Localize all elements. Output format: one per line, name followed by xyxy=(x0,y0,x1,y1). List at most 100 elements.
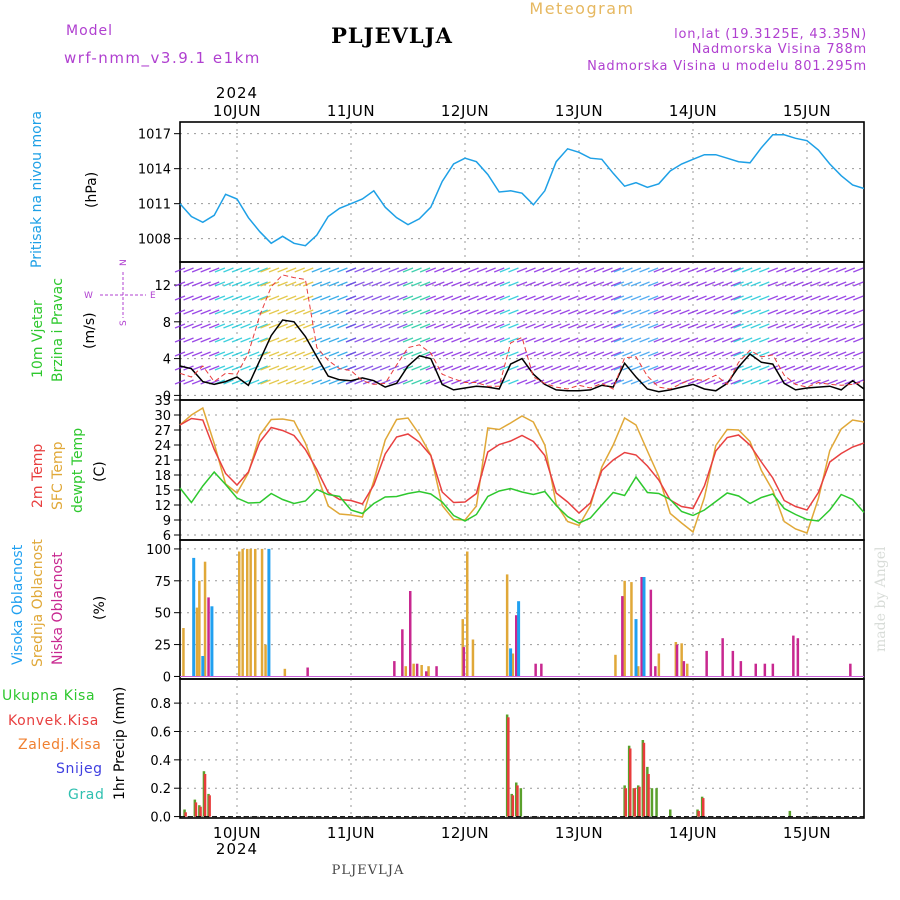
wind-arrow-264 xyxy=(402,309,414,315)
wind-arrow-535 xyxy=(647,323,659,329)
x-day-label-top-1: 11JUN xyxy=(327,102,375,120)
wind-arrow-126 xyxy=(285,267,297,273)
wind-arrow-328 xyxy=(459,323,471,329)
wind-arrow-21 xyxy=(191,309,203,315)
wind-arrow-478 xyxy=(602,281,613,287)
bar-conv_precip-12 xyxy=(642,742,646,817)
wind-arrow-536 xyxy=(647,337,659,343)
wind-arrow-562 xyxy=(670,323,682,329)
wind-arrow-386 xyxy=(508,379,519,385)
ytick-label-0-0: 1008 xyxy=(138,233,171,248)
wind-arrow-652 xyxy=(750,323,761,329)
wind-arrow-533 xyxy=(647,295,659,301)
bar-low_cloud-20 xyxy=(721,638,724,677)
wind-arrow-254 xyxy=(397,295,408,301)
wind-arrow-243 xyxy=(388,267,399,273)
bar-mid_cloud-2 xyxy=(198,580,201,677)
wind-arrow-394 xyxy=(516,365,528,371)
wind-arrow-671 xyxy=(767,337,779,343)
wind-arrow-607 xyxy=(713,323,724,329)
bar-mid_cloud-21 xyxy=(614,654,617,677)
bar-low_cloud-27 xyxy=(796,638,800,677)
bar-low_cloud-14 xyxy=(640,577,643,677)
wind-arrow-615 xyxy=(721,309,733,315)
wind-arrow-495 xyxy=(613,267,625,273)
wind-arrow-673 xyxy=(767,365,779,371)
wind-arrow-485 xyxy=(602,379,613,385)
bar-low_cloud-18 xyxy=(682,661,686,677)
wind-arrow-324 xyxy=(459,267,471,273)
wind-arrow-576 xyxy=(687,267,699,273)
wind-arrow-300 xyxy=(434,309,445,315)
bar-conv_precip-6 xyxy=(511,795,515,817)
wind-arrow-158 xyxy=(311,337,323,343)
wind-arrow-694 xyxy=(793,281,804,287)
wind-arrow-760 xyxy=(853,323,864,329)
bar-low_cloud-26 xyxy=(792,635,795,677)
wind-arrow-58 xyxy=(223,323,234,329)
wind-arrow-519 xyxy=(630,351,642,357)
wind-arrow-639 xyxy=(741,267,753,273)
wind-arrow-132 xyxy=(285,351,297,357)
wind-arrow-282 xyxy=(419,309,431,315)
wind-arrow-758 xyxy=(853,295,864,301)
bar-mid_cloud-23 xyxy=(630,582,633,677)
compass-w: W xyxy=(84,291,93,301)
watermark: made by Angel xyxy=(873,546,889,652)
wind-arrow-547 xyxy=(653,365,665,371)
wind-arrow-665 xyxy=(759,379,770,385)
wind-arrow-669 xyxy=(767,309,779,315)
wind-arrow-232 xyxy=(371,365,382,371)
wind-arrow-275 xyxy=(411,337,422,343)
wind-arrow-276 xyxy=(411,351,422,357)
wind-arrow-93 xyxy=(257,309,268,315)
bar-conv_precip-15 xyxy=(702,798,705,817)
location-title: PLJEVLJA xyxy=(331,23,453,48)
bar-low_cloud-8 xyxy=(462,647,466,677)
wind-arrow-111 xyxy=(268,309,280,315)
wind-arrow-372 xyxy=(499,309,511,315)
wind-arrow-585 xyxy=(696,267,707,273)
bar-low_cloud-1 xyxy=(306,667,309,677)
ytick-label-3-4: 100 xyxy=(146,543,171,558)
wind-arrow-231 xyxy=(371,351,382,357)
wind-arrow-338 xyxy=(468,337,479,343)
wind-arrow-72 xyxy=(240,267,251,273)
wind-arrow-517 xyxy=(630,323,642,329)
wind-arrow-331 xyxy=(459,365,471,371)
line-wind_speed xyxy=(179,319,865,393)
wind-arrow-582 xyxy=(687,351,699,357)
wind-arrow-480 xyxy=(602,309,613,315)
wind-arrow-606 xyxy=(713,309,724,315)
wind-arrow-722 xyxy=(818,295,830,301)
wind-arrow-51 xyxy=(214,351,226,357)
bar-total_precip-16 xyxy=(655,788,658,817)
wind-arrow-214 xyxy=(354,365,365,371)
bar-conv_precip-0 xyxy=(184,812,187,817)
wind-arrow-659 xyxy=(759,295,770,301)
ytick-label-1-1: 4 xyxy=(163,353,171,368)
wind-arrow-624 xyxy=(730,309,741,315)
wind-arrow-684 xyxy=(784,267,796,273)
bar-mid_cloud-9 xyxy=(260,548,264,677)
wind-arrow-381 xyxy=(508,309,519,315)
bar-total_precip-20 xyxy=(788,810,792,817)
bar-high_cloud-7 xyxy=(642,577,646,677)
wind-arrow-436 xyxy=(559,323,570,329)
wind-arrow-198 xyxy=(345,267,357,273)
wind-arrow-321 xyxy=(451,351,462,357)
wind-arrow-353 xyxy=(485,295,496,301)
wind-arrow-458 xyxy=(576,379,588,385)
wind-arrow-634 xyxy=(733,323,744,329)
wind-arrow-566 xyxy=(670,379,682,385)
wind-arrow-516 xyxy=(630,309,642,315)
wind-arrow-618 xyxy=(721,351,733,357)
bar-conv_precip-14 xyxy=(697,810,700,817)
wind-arrow-493 xyxy=(610,365,622,371)
wind-arrow-30 xyxy=(200,309,211,315)
wind-arrow-144 xyxy=(303,267,314,273)
wind-arrow-367 xyxy=(493,365,505,371)
bar-conv_precip-5 xyxy=(507,717,510,817)
wind-arrow-69 xyxy=(231,351,243,357)
wind-arrow-255 xyxy=(397,309,408,315)
